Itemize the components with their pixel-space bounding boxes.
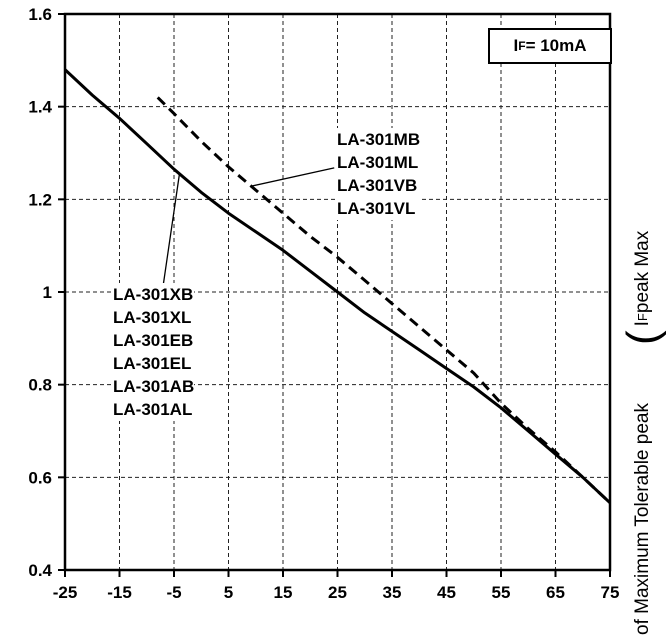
- right-axis-symbol-rest: peak Max: [632, 230, 653, 314]
- x-tick-label: 35: [383, 583, 402, 602]
- y-tick-label: 1.6: [28, 5, 52, 24]
- x-tick-label: 55: [492, 583, 511, 602]
- x-tick-label: -15: [107, 583, 132, 602]
- solid-series-curve: [63, 68, 612, 504]
- y-tick-label: 1.4: [28, 98, 52, 117]
- y-tick-label: 1: [43, 283, 52, 302]
- test-condition-box: I F = 10mA: [488, 28, 612, 64]
- x-tick-label: 65: [546, 583, 565, 602]
- annotation-leader-line: [162, 173, 181, 287]
- x-tick-label: 15: [274, 583, 293, 602]
- x-tick-label: -5: [166, 583, 181, 602]
- condition-value: = 10mA: [525, 36, 587, 55]
- condition-symbol: I: [513, 36, 519, 55]
- y-tick-label: 0.6: [28, 468, 52, 487]
- dashed-series-curve: [156, 96, 612, 504]
- dashed-series-model-list: LA-301MB LA-301ML LA-301VB LA-301VL: [337, 128, 421, 220]
- right-axis-label-text: of Maximum Tolerable peak: [632, 403, 653, 635]
- x-tick-label: 5: [224, 583, 233, 602]
- x-tick-label: 45: [437, 583, 456, 602]
- solid-series-model-list: LA-301XB LA-301XL LA-301EB LA-301EL LA-3…: [113, 283, 195, 421]
- x-tick-label: -25: [53, 583, 78, 602]
- right-axis-symbol: I: [632, 321, 653, 327]
- x-tick-label: 75: [601, 583, 620, 602]
- x-tick-label: 25: [328, 583, 347, 602]
- annotation-leader-line: [250, 167, 335, 187]
- y-tick-label: 1.2: [28, 190, 52, 209]
- y-tick-label: 0.8: [28, 376, 52, 395]
- y-tick-label: 0.4: [28, 561, 52, 580]
